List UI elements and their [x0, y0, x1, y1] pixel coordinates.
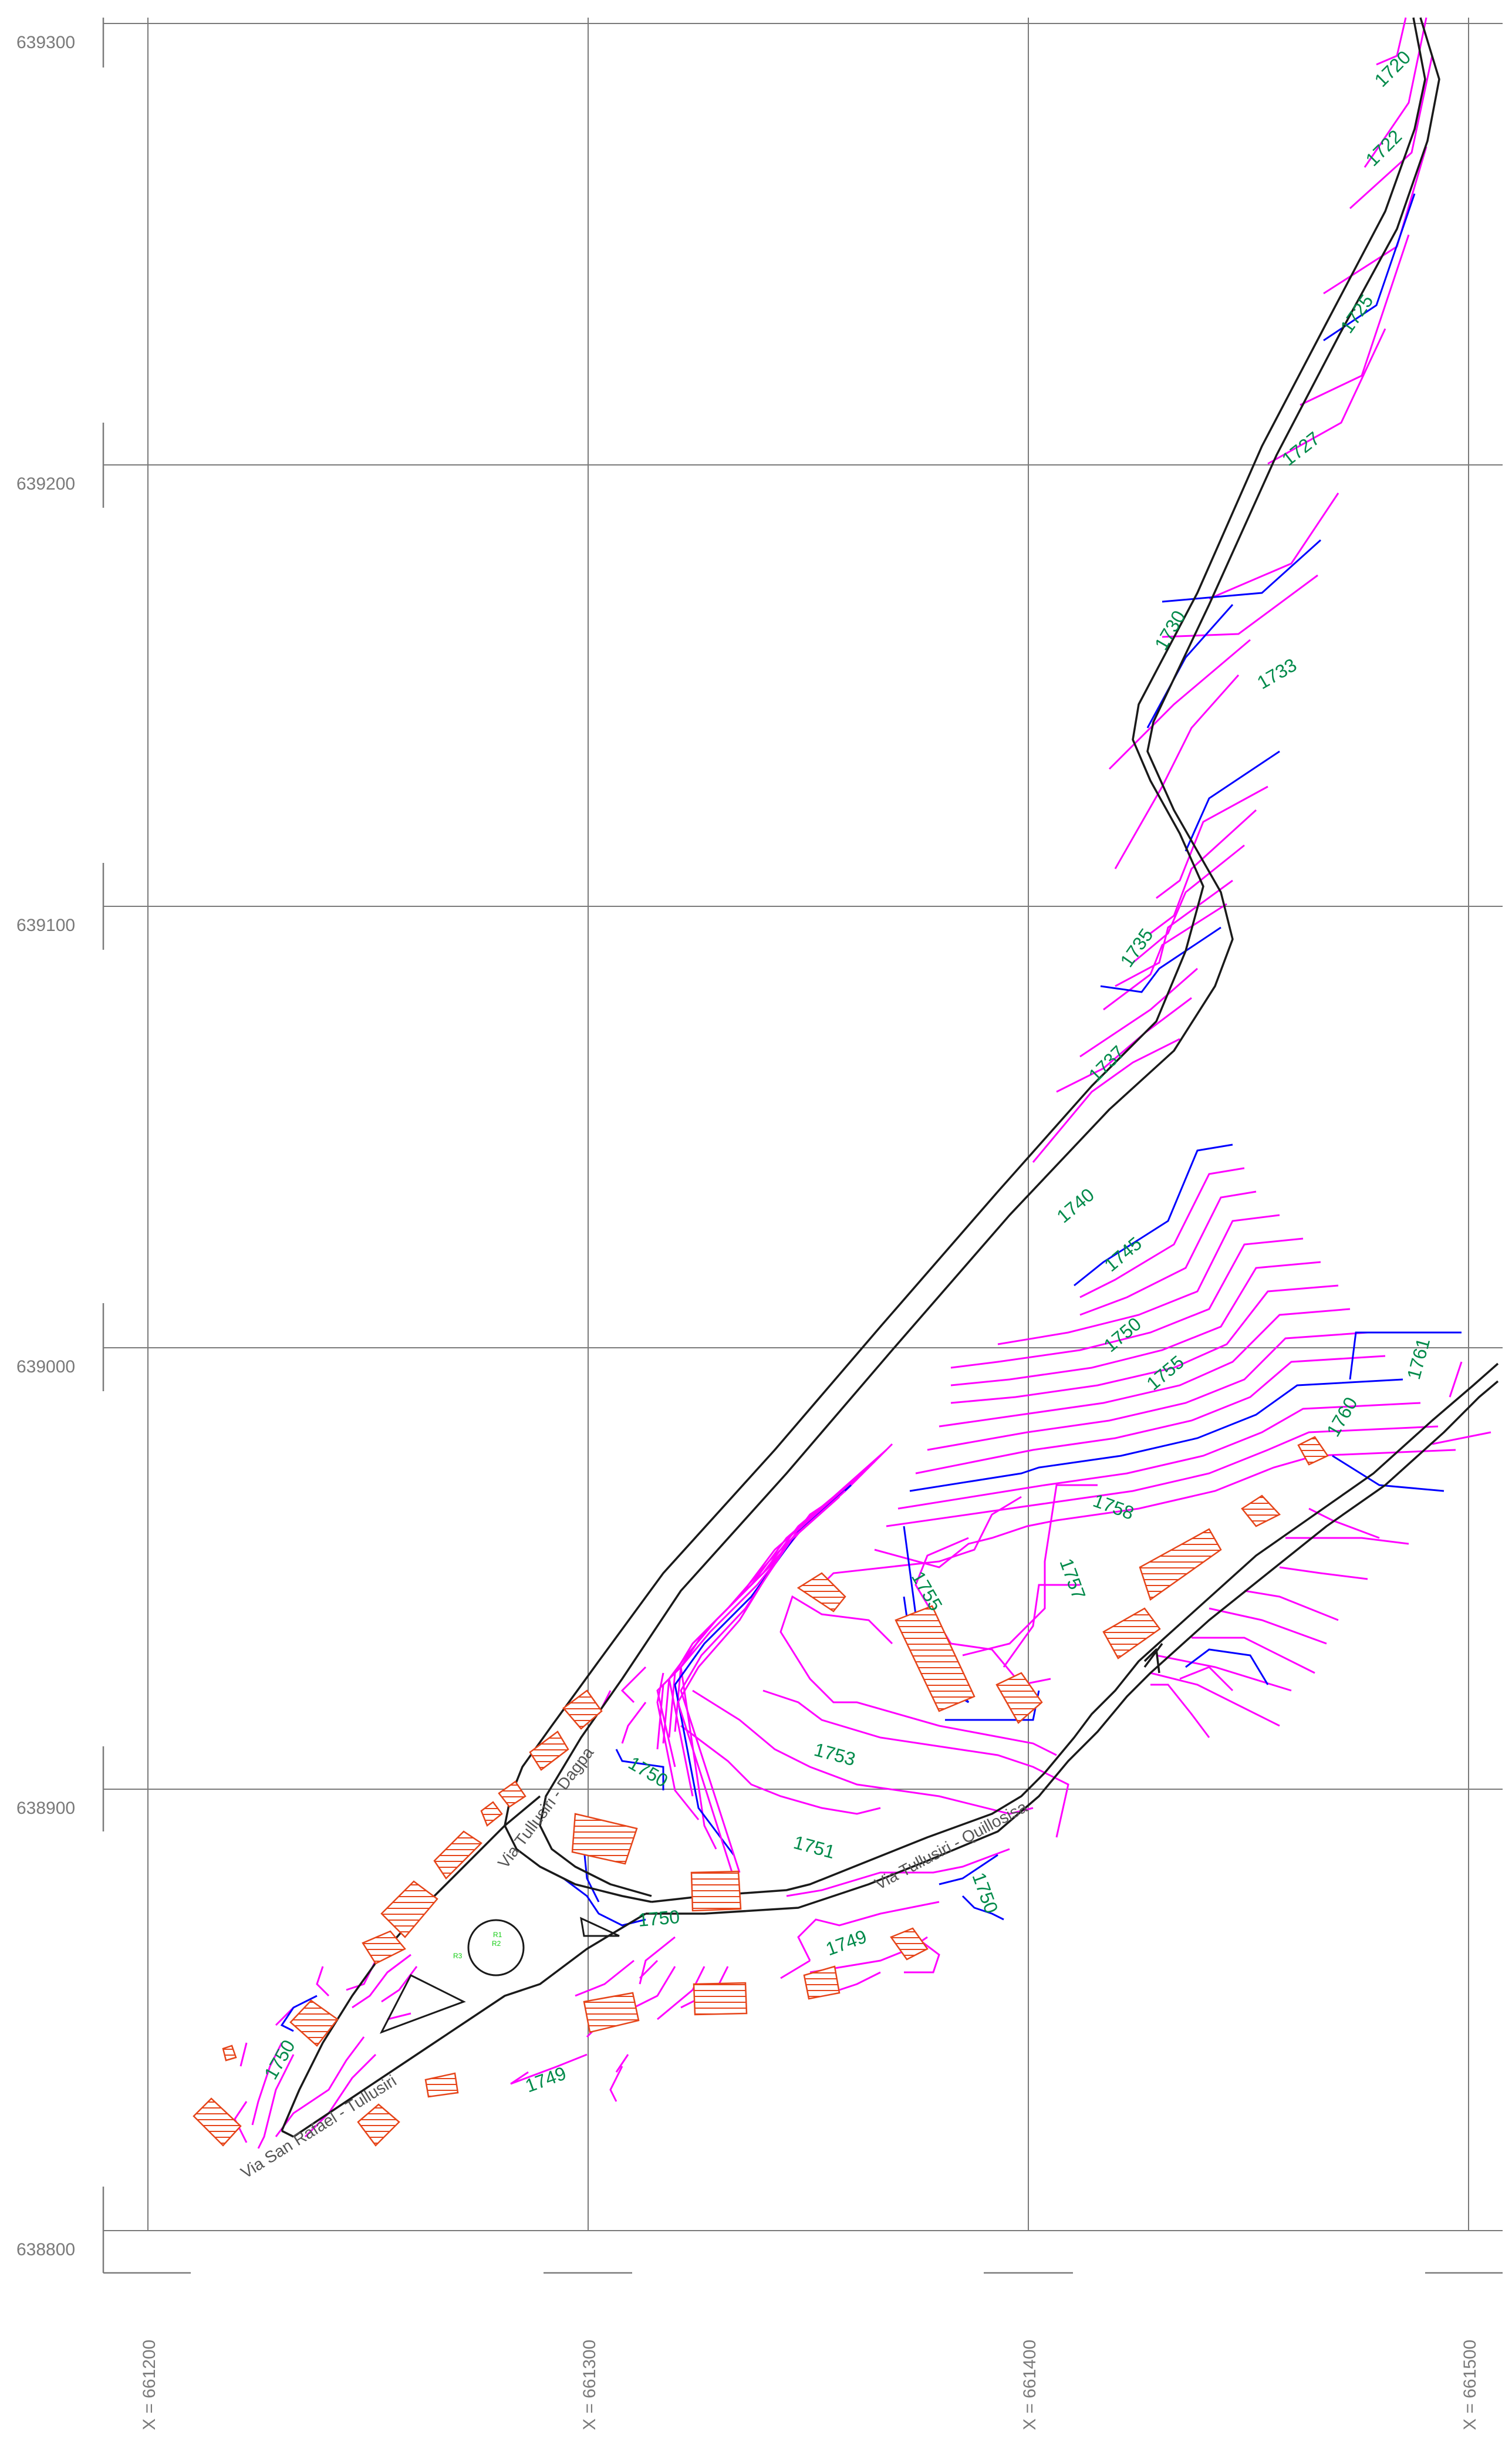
roundabout-label: R3: [453, 1952, 463, 1960]
building: [895, 1605, 976, 1712]
traffic-island: [580, 1917, 620, 1937]
road-label: Via Tullusiri - Quillosisa: [872, 1797, 1030, 1893]
building: [498, 1780, 526, 1808]
road-tullusiri-dagpa: [504, 17, 1426, 1903]
contour-label: 1750: [968, 1870, 1002, 1916]
contour-label: 1751: [791, 1831, 837, 1863]
building: [222, 2045, 237, 2062]
northing-label: 639100: [16, 916, 75, 935]
contour-label: 1737: [1084, 1041, 1129, 1086]
easting-label: X = 661500: [1460, 2340, 1480, 2430]
roundabout-label: R2: [492, 1939, 501, 1948]
contour-label: 1750: [260, 2036, 299, 2083]
contour-label: 1720: [1370, 46, 1415, 91]
building: [1241, 1495, 1281, 1527]
contour-label: 1750: [625, 1752, 672, 1792]
road-san-rafael-tullusiri: [281, 1795, 541, 2131]
building: [995, 1672, 1043, 1724]
contour-label: 1730: [1150, 607, 1190, 654]
contour-label: 1733: [1254, 654, 1301, 693]
northing-label: 639000: [16, 1357, 75, 1377]
building: [890, 1927, 929, 1961]
building: [433, 1830, 482, 1880]
building: [480, 1801, 503, 1827]
road-tullusiri-quillosisa: [651, 1362, 1499, 1903]
road-tullusiri-dagpa: [539, 17, 1440, 1897]
road-network: [281, 17, 1499, 2138]
coordinate-grid: [103, 18, 1503, 2231]
building: [380, 1880, 438, 1938]
northing-label: 639300: [16, 33, 75, 52]
contour-label: 1757: [1055, 1556, 1089, 1602]
frame-ticks: [102, 18, 1503, 2274]
easting-label: X = 661200: [140, 2340, 159, 2430]
roundabout: R1 R2 R3: [379, 1917, 620, 2034]
northing-label: 638800: [16, 2240, 75, 2259]
road-san-rafael-tullusiri: [293, 1912, 646, 2138]
easting-label: X = 661400: [1020, 2340, 1040, 2430]
building: [424, 2072, 459, 2098]
contour-label: 1740: [1052, 1184, 1098, 1227]
building: [562, 1689, 603, 1730]
traffic-island: [379, 1974, 466, 2034]
building: [1102, 1607, 1161, 1659]
building: [571, 1813, 638, 1865]
contour-label: 1758: [1091, 1490, 1137, 1524]
building: [289, 1999, 339, 2047]
contour-label: 1727: [1278, 427, 1324, 470]
easting-label: X = 661300: [580, 2340, 599, 2430]
building: [693, 1982, 748, 2016]
building: [690, 1870, 742, 1912]
contour-label: 1750: [637, 1906, 680, 1931]
building: [583, 1992, 640, 2033]
building: [803, 1965, 841, 2000]
contour-lines: [234, 17, 1491, 2149]
northing-label: 639200: [16, 474, 75, 494]
road-labels: Via Tullusiri - Dagpa Via Tullusiri - Qu…: [238, 1743, 1031, 2182]
road-tullusiri-quillosisa: [646, 1380, 1499, 1915]
building: [1297, 1436, 1329, 1466]
contour-label: 1753: [812, 1739, 858, 1770]
building: [193, 2097, 242, 2147]
contour-label: 1749: [823, 1925, 869, 1959]
building: [1139, 1528, 1222, 1601]
contour-label: 1760: [1322, 1394, 1362, 1441]
building: [357, 2103, 400, 2147]
contour-label: 1749: [522, 2062, 569, 2096]
roundabout-label: R1: [493, 1931, 502, 1939]
buildings: [193, 1436, 1329, 2147]
grid-labels: 639300 639200 639100 639000 638900 63880…: [16, 33, 1480, 2430]
building: [529, 1730, 569, 1771]
northing-label: 638900: [16, 1799, 75, 1818]
contour-label: 1761: [1403, 1336, 1434, 1382]
building: [797, 1572, 846, 1612]
roundabout-circle: [467, 1919, 525, 1976]
building: [362, 1930, 406, 1965]
